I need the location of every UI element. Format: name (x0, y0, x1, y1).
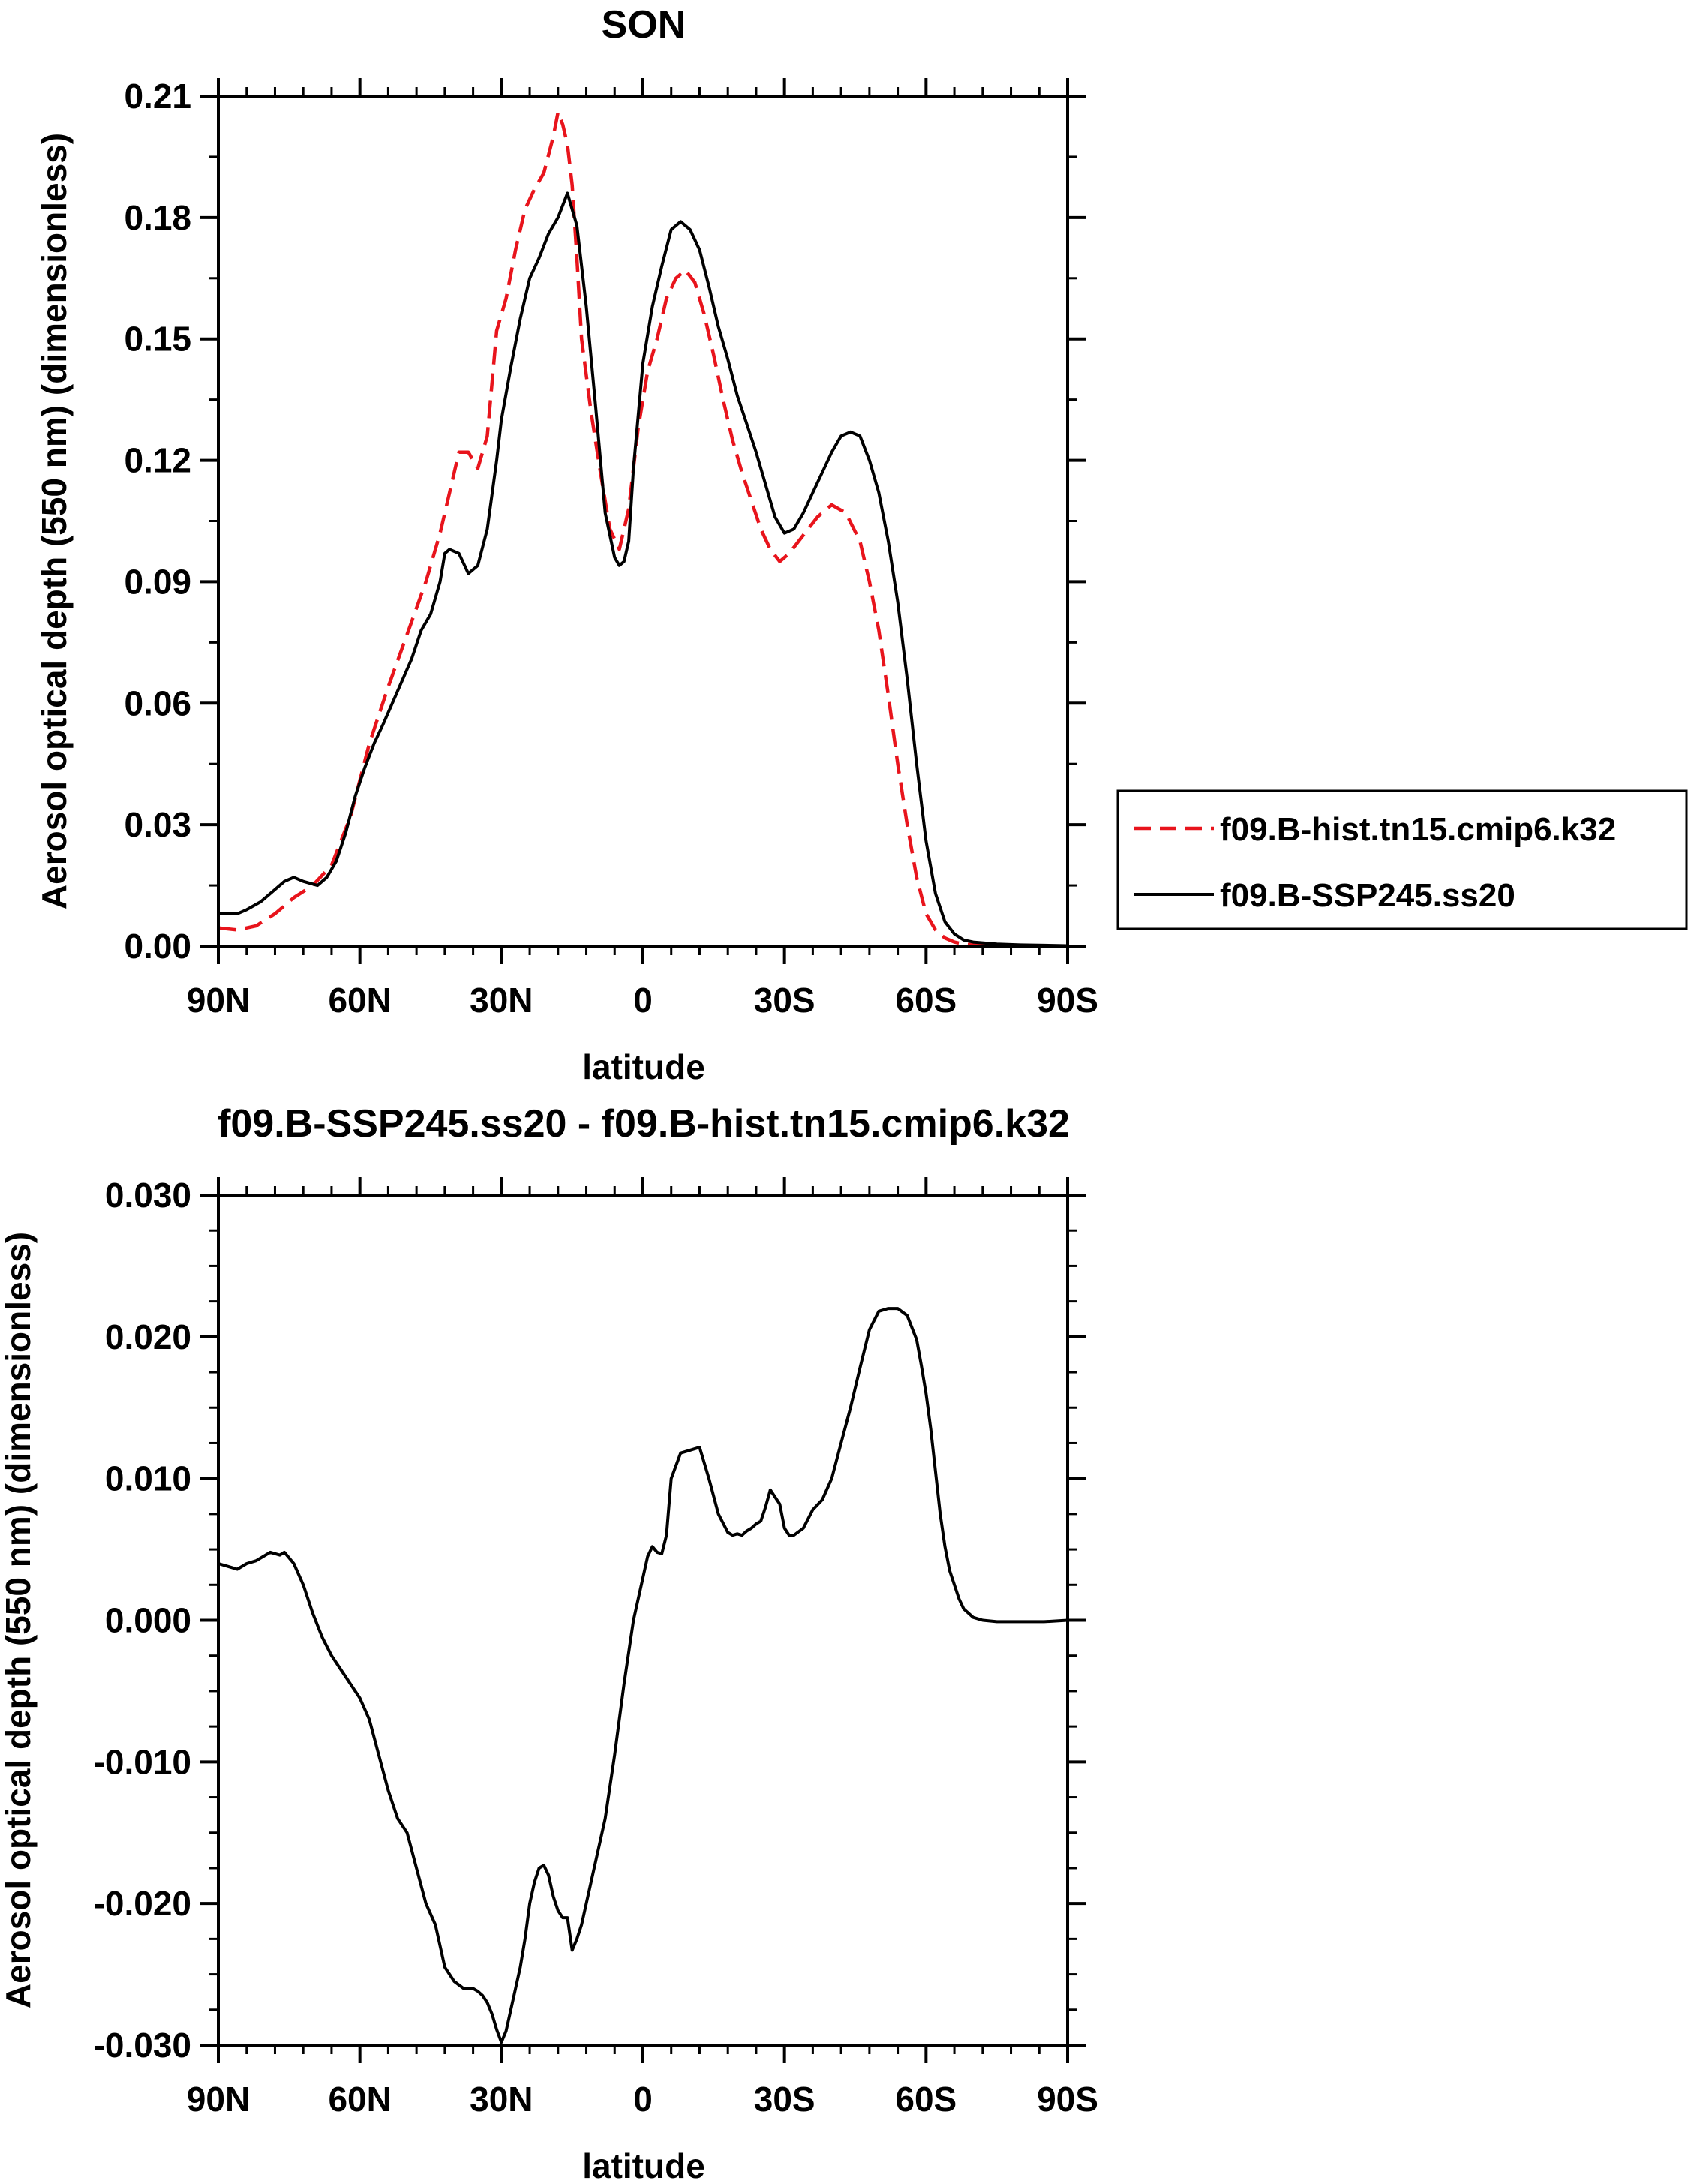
x-tick-label: 60N (328, 2080, 391, 2119)
y-tick-label: 0.030 (105, 1176, 191, 1215)
top-panel-x-tick-labels: 90N 60N 30N 0 30S 60S 90S (187, 981, 1098, 1020)
x-tick-label: 90S (1037, 2080, 1098, 2119)
x-tick-label: 60S (895, 2080, 957, 2119)
bottom-panel-y-tick-labels: -0.030 -0.020 -0.010 0.000 0.010 0.020 0.030 (94, 1176, 191, 2065)
y-tick-label: 0.03 (124, 805, 191, 844)
x-tick-label: 60N (328, 981, 391, 1020)
y-tick-label: -0.020 (94, 1884, 191, 1923)
bottom-panel-title: f09.B-SSP245.ss20 - f09.B-hist.tn15.cmip… (218, 1102, 1070, 1146)
series-line-difference (218, 1307, 1068, 2044)
x-tick-label: 0 (633, 2080, 653, 2119)
x-tick-label: 30N (470, 981, 533, 1020)
y-tick-label: 0.010 (105, 1459, 191, 1498)
bottom-panel-x-axis-label: latitude (582, 2146, 705, 2184)
x-tick-label: 90S (1037, 981, 1098, 1020)
top-panel-ticks (200, 78, 1086, 964)
top-panel-curves (218, 110, 1068, 948)
bottom-panel-curves (218, 1307, 1068, 2044)
y-tick-label: 0.020 (105, 1317, 191, 1356)
legend-label-hist: f09.B-hist.tn15.cmip6.k32 (1220, 811, 1616, 848)
bottom-panel-ticks (200, 1177, 1086, 2063)
series-line-hist (218, 110, 1068, 948)
y-tick-label: 0.09 (124, 562, 191, 601)
y-tick-label: 0.21 (124, 77, 191, 116)
legend: f09.B-hist.tn15.cmip6.k32 f09.B-SSP245.s… (1116, 789, 1688, 930)
y-tick-label: 0.000 (105, 1601, 191, 1640)
legend-label-ssp245: f09.B-SSP245.ss20 (1220, 877, 1515, 914)
x-tick-label: 90N (187, 2080, 250, 2119)
y-tick-label: 0.00 (124, 927, 191, 966)
top-panel-x-axis-label: latitude (582, 1047, 705, 1086)
bottom-panel-frame (217, 1194, 1069, 2047)
x-tick-label: 30S (754, 981, 815, 1020)
x-tick-label: 30S (754, 2080, 815, 2119)
bottom-panel: f09.B-SSP245.ss20 - f09.B-hist.tn15.cmip… (0, 1102, 1098, 2184)
x-tick-label: 60S (895, 981, 957, 1020)
y-tick-label: 0.15 (124, 320, 191, 359)
y-tick-label: -0.030 (94, 2026, 191, 2065)
x-tick-label: 30N (470, 2080, 533, 2119)
top-panel-frame (217, 95, 1069, 948)
x-tick-label: 90N (187, 981, 250, 1020)
legend-box (1116, 789, 1688, 930)
x-tick-label: 0 (633, 981, 653, 1020)
top-panel-y-tick-labels: 0.00 0.03 0.06 0.09 0.12 0.15 0.18 0.21 (124, 77, 191, 966)
top-panel: SON 90N 60N 30N 0 30S 60S 90S 0.00 0.03 0.06 0.09… (35, 3, 1098, 1086)
top-panel-y-axis-label: Aerosol optical depth (550 nm) (dimensio… (35, 133, 74, 909)
bottom-panel-y-axis-label: Aerosol optical depth (550 nm) (dimensio… (0, 1232, 38, 2008)
y-tick-label: 0.18 (124, 198, 191, 237)
y-tick-label: 0.12 (124, 441, 191, 480)
bottom-panel-x-tick-labels: 90N 60N 30N 0 30S 60S 90S (187, 2080, 1098, 2119)
y-tick-label: 0.06 (124, 683, 191, 722)
series-line-ssp245 (218, 191, 1068, 948)
y-tick-label: -0.010 (94, 1742, 191, 1781)
top-panel-title: SON (602, 3, 686, 47)
